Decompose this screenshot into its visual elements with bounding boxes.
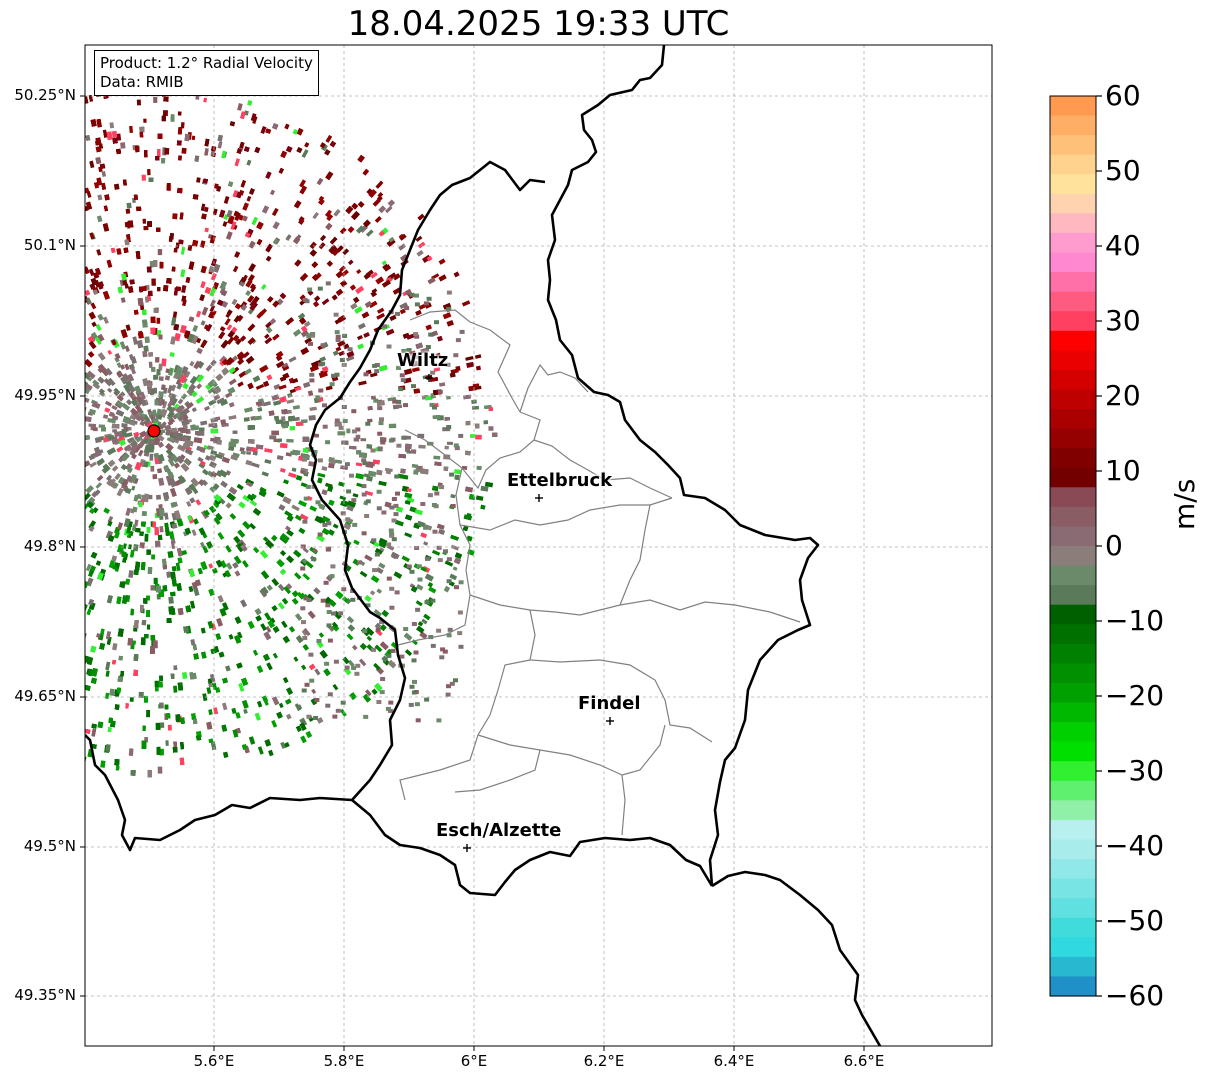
city-label-esch-alzette: Esch/Alzette [436, 820, 562, 841]
colorbar-tick-label: −50 [1105, 904, 1165, 937]
colorbar-segment [1050, 663, 1096, 684]
colorbar-segment [1050, 859, 1096, 880]
map-title: 18.04.2025 19:33 UTC [347, 4, 730, 44]
colorbar-segment [1050, 311, 1096, 332]
colorbar-segment [1050, 780, 1096, 801]
city-markers [425, 374, 614, 852]
lat-label: 49.95°N [14, 386, 76, 404]
colorbar-segment [1050, 330, 1096, 351]
canton-boundaries [397, 309, 801, 836]
colorbar-segment [1050, 800, 1096, 821]
colorbar-segment [1050, 448, 1096, 469]
lat-label: 49.35°N [14, 986, 76, 1004]
colorbar-tick-label: −20 [1105, 679, 1165, 712]
colorbar-ticks [1096, 95, 1102, 997]
colorbar-segment [1050, 722, 1096, 743]
radar-site-marker [147, 424, 161, 438]
city-label-wiltz: Wiltz [397, 350, 449, 371]
colorbar-segment [1050, 96, 1096, 117]
axis-ticks [80, 95, 865, 1051]
lon-label: 6.6°E [843, 1052, 885, 1070]
colorbar-tick-label: 30 [1105, 304, 1141, 337]
colorbar-tick-label: 20 [1105, 379, 1141, 412]
colorbar-segment [1050, 585, 1096, 606]
colorbar-segment [1050, 291, 1096, 312]
colorbar-segment [1050, 409, 1096, 430]
colorbar-segment [1050, 917, 1096, 938]
colorbar-segment [1050, 526, 1096, 547]
map-background [85, 45, 992, 1046]
colorbar-segment [1050, 252, 1096, 273]
colorbar-tick-label: −30 [1105, 754, 1165, 787]
colorbar-segment [1050, 193, 1096, 214]
colorbar-segment [1050, 761, 1096, 782]
colorbar-segment [1050, 174, 1096, 195]
colorbar-segment [1050, 604, 1096, 625]
lat-label: 49.65°N [14, 687, 76, 705]
colorbar-tick-label: −40 [1105, 829, 1165, 862]
colorbar-segment [1050, 819, 1096, 841]
colorbar-segment [1050, 506, 1096, 528]
colorbar-tick-label: 50 [1105, 154, 1141, 187]
lon-label: 6.4°E [713, 1052, 755, 1070]
colorbar-segment [1050, 232, 1096, 254]
colorbar-segment [1050, 741, 1096, 762]
colorbar-segment [1050, 487, 1096, 508]
colorbar-segment [1050, 878, 1096, 899]
colorbar-segment [1050, 702, 1096, 723]
colorbar-segment [1050, 682, 1096, 704]
colorbar-segment [1050, 389, 1096, 410]
colorbar-segment [1050, 956, 1096, 978]
lat-label: 49.8°N [23, 537, 76, 555]
colorbar-segment [1050, 898, 1096, 919]
colorbar-segment [1050, 272, 1096, 293]
colorbar [1050, 96, 1096, 997]
colorbar-segment [1050, 369, 1096, 391]
colorbar-unit-label: m/s [1168, 478, 1201, 530]
product-info-box: Product: 1.2° Radial Velocity Data: RMIB [94, 50, 319, 96]
colorbar-segment [1050, 546, 1096, 567]
lon-label: 5.6°E [193, 1052, 235, 1070]
map-frame [84, 44, 993, 1047]
colorbar-segment [1050, 643, 1096, 664]
colorbar-segment [1050, 624, 1096, 645]
colorbar-tick-label: 0 [1105, 529, 1123, 562]
colorbar-segment [1050, 115, 1096, 136]
data-source-label: Data: RMIB [100, 73, 184, 91]
colorbar-tick-label: −60 [1105, 979, 1165, 1012]
colorbar-segment [1050, 937, 1096, 958]
product-label: Product: 1.2° Radial Velocity [100, 54, 313, 72]
colorbar-segment [1050, 839, 1096, 860]
colorbar-segment [1050, 565, 1096, 586]
colorbar-tick-label: −10 [1105, 604, 1165, 637]
lat-label: 50.1°N [23, 236, 76, 254]
map-gridlines [85, 45, 992, 1046]
colorbar-segment [1050, 154, 1096, 175]
colorbar-segment [1050, 213, 1096, 234]
city-label-findel: Findel [578, 693, 641, 714]
colorbar-segment [1050, 467, 1096, 488]
lat-label: 49.5°N [23, 837, 76, 855]
lon-label: 6°E [460, 1052, 488, 1070]
colorbar-segment [1050, 976, 1096, 997]
colorbar-tick-label: 10 [1105, 454, 1141, 487]
lon-label: 6.2°E [583, 1052, 625, 1070]
city-label-ettelbruck: Ettelbruck [507, 470, 613, 491]
national-border [85, 45, 882, 1046]
colorbar-segment [1050, 350, 1096, 371]
radar-echoes-layer [85, 86, 498, 778]
colorbar-tick-label: 60 [1105, 79, 1141, 112]
colorbar-tick-label: 40 [1105, 229, 1141, 262]
lon-label: 5.8°E [323, 1052, 365, 1070]
colorbar-segment [1050, 428, 1096, 449]
colorbar-segment [1050, 135, 1096, 156]
lat-label: 50.25°N [14, 86, 76, 104]
